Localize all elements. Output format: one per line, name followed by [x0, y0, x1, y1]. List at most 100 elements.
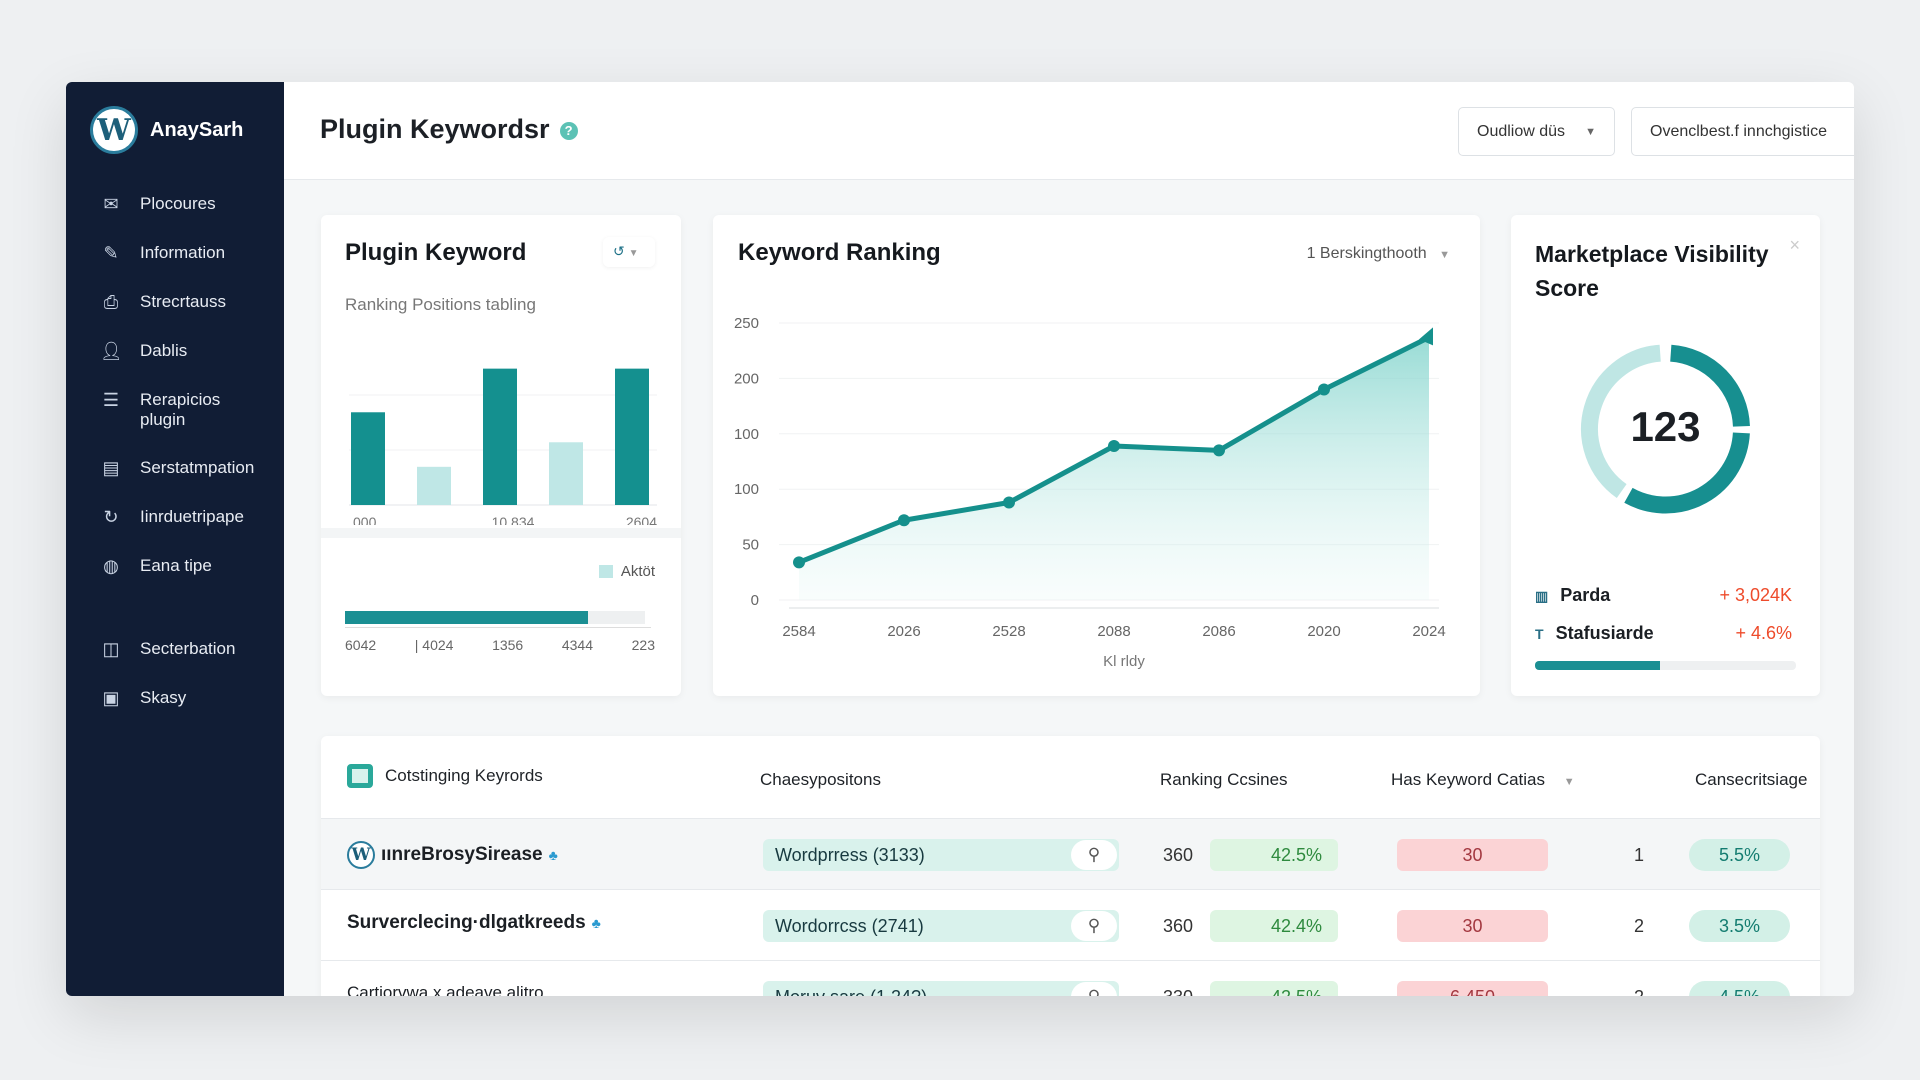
data-point [1003, 496, 1015, 509]
tick-label: | 4024 [414, 637, 454, 653]
keywords-table: Cotstinging Keyrords Chaesypositons Rank… [321, 736, 1820, 996]
share-badge: 4.5% [1689, 981, 1790, 996]
chart-pill: Wordprress (3133) ⚲ [763, 839, 1119, 871]
column-header[interactable]: Ranking Ccsines [1160, 770, 1288, 789]
ranking-filter-dropdown[interactable]: 1 Berskingthooth ▼ [1307, 245, 1450, 263]
tick-label: 1356 [492, 637, 524, 653]
sidebar-item[interactable]: ✎ Information [66, 243, 284, 292]
sidebar-item[interactable]: ▤ Serstatmpation [66, 458, 284, 507]
table-title: Cotstinging Keyrords [347, 764, 543, 788]
percent-badge: 42.4% [1210, 910, 1338, 942]
y-tick-label: 50 [742, 537, 759, 554]
wordpress-logo-icon: W [90, 106, 138, 154]
sidebar-item[interactable]: ☰ Rerapicios plugin [66, 390, 284, 458]
plugin-keyword-card: Plugin Keyword ↺ ▼ Ranking Positions tab… [321, 215, 681, 696]
sidebar-item[interactable]: 👤︎ Dablis [66, 341, 284, 390]
sidebar: W AnaySarh ✉ Plocoures ✎ Information ⎙ Stre… [66, 82, 284, 996]
user-icon: 👤︎ [100, 341, 123, 361]
sidebar-nav: ✉ Plocoures ✎ Information ⎙ Strecrtauss 👤︎ D… [66, 194, 284, 737]
sidebar-item[interactable]: ⎙ Strecrtauss [66, 292, 284, 341]
x-tick-label: 2086 [1202, 623, 1235, 640]
globe-icon: ◍ [103, 556, 119, 576]
share-badge: 5.5% [1689, 839, 1790, 871]
sidebar-item-label: Strecrtauss [140, 292, 226, 311]
score-value: 123 [1630, 403, 1701, 450]
rank-value: 360 [1163, 916, 1194, 936]
text-icon: T [1535, 626, 1544, 642]
progress-ticks: 6042 | 4024 1356 4344 223 [345, 637, 655, 653]
line-chart: 0 50 100 100 200 250 2584 2026 2528 2088 2086 2020 2… [734, 315, 1446, 670]
position-value: 2 [1634, 987, 1644, 996]
printer-icon: ⎙ [103, 292, 119, 312]
chart-pill: Wordorrcss (2741) ⚲ [763, 910, 1119, 942]
rank-value: 330 [1163, 987, 1193, 996]
layout-icon: ◫ [102, 639, 120, 659]
card-title: Keyword Ranking [738, 239, 941, 266]
data-point [898, 514, 910, 527]
keyword-count-badge: 30 [1397, 910, 1548, 942]
x-tick-label: 2024 [1412, 623, 1445, 640]
x-tick-label: 2584 [782, 623, 815, 640]
sidebar-item[interactable]: ◍ Eana tipe [66, 556, 284, 605]
monitor-icon [347, 764, 373, 788]
keyword-text: ıınreBrosySirease [381, 844, 543, 865]
position-value: 2 [1634, 916, 1645, 936]
column-header-label: Has Keyword Catias [1391, 770, 1546, 789]
filter-dropdown-1[interactable]: Oudliow düs ▼ [1458, 107, 1615, 156]
stat-label: Stafusiarde [1555, 623, 1654, 643]
refresh-icon: ↻ [103, 507, 119, 527]
keyword-text: Surverclecing·dlgatkreeds [347, 912, 586, 933]
brand-logo[interactable]: W AnaySarh [90, 106, 243, 154]
page-title-text: Plugin Keywordsr [320, 114, 550, 144]
progress-fill [345, 611, 588, 624]
filter-dropdown-2[interactable]: Ovenclbest.f innchgistice▼ [1631, 107, 1854, 156]
search-icon[interactable]: ⚲ [1071, 982, 1117, 996]
column-header[interactable]: Chaesypositons [760, 770, 881, 789]
chart-pill: Moruv sare (1,24?) ⚲ [763, 981, 1119, 996]
x-tick-label: 2088 [1097, 623, 1130, 640]
sidebar-item-label: Serstatmpation [140, 458, 255, 477]
page-header: Plugin Keywordsr? Oudliow düs ▼ Ovenclbes… [284, 82, 1854, 180]
y-tick-label: 0 [751, 592, 759, 609]
dropdown-value: 1 Berskingthooth [1306, 245, 1427, 262]
help-icon[interactable]: ? [559, 122, 578, 140]
search-icon[interactable]: ⚲ [1071, 911, 1117, 941]
app-window: W AnaySarh ✉ Plocoures ✎ Information ⎙ Stre… [66, 82, 1854, 996]
brand-name: AnaySarh [150, 118, 244, 141]
table-row[interactable]: Cartiorvwa x adeave alitro Moruv sare (1… [321, 961, 1820, 996]
progress-fill [1535, 661, 1661, 670]
chart-pill-text: Wordprress (3133) [775, 844, 925, 865]
card-title: Plugin Keyword [345, 239, 527, 266]
tick-label: 4344 [561, 637, 594, 653]
stat-value: + 3,024K [1719, 585, 1792, 605]
bar [549, 442, 583, 505]
visibility-progress [1535, 661, 1796, 670]
sidebar-item[interactable]: ▣ Skasy [66, 688, 284, 737]
pencil-icon: ✎ [103, 243, 119, 263]
column-header[interactable]: Has Keyword Catias ▼ [1391, 770, 1575, 790]
y-tick-label: 100 [734, 481, 759, 498]
tick-label: 223 [631, 637, 655, 653]
progress-bar [345, 611, 645, 624]
panel-icon: ▣ [102, 688, 120, 708]
data-point [1318, 383, 1330, 396]
divider [321, 528, 681, 538]
card-icon: ▤ [102, 458, 120, 478]
card-subtitle: Ranking Positions tabling [345, 295, 536, 314]
x-tick-label: 2528 [992, 623, 1025, 640]
close-icon[interactable]: × [1789, 235, 1800, 255]
search-icon[interactable]: ⚲ [1071, 840, 1117, 870]
table-row[interactable]: Surverclecing·dlgatkreeds ♣ Wordorrcss (2… [321, 890, 1820, 961]
page-title: Plugin Keywordsr? [320, 114, 578, 145]
bar-chart: 000 10 834 2604 [349, 368, 657, 525]
sidebar-item[interactable]: ✉ Plocoures [66, 194, 284, 243]
sidebar-item[interactable]: ↻ Iinrduetripape [66, 507, 284, 556]
sidebar-item-label: Dablis [140, 341, 188, 360]
sidebar-item-label: Plocoures [140, 194, 216, 213]
table-header: Cotstinging Keyrords Chaesypositons Rank… [321, 736, 1820, 819]
card-options-button[interactable]: ↺ ▼ [603, 237, 655, 267]
column-header[interactable]: Cansecritsiage [1695, 770, 1808, 789]
sidebar-item[interactable]: ◫ Secterbation [66, 639, 284, 688]
stat-value: + 4.6% [1735, 623, 1792, 643]
